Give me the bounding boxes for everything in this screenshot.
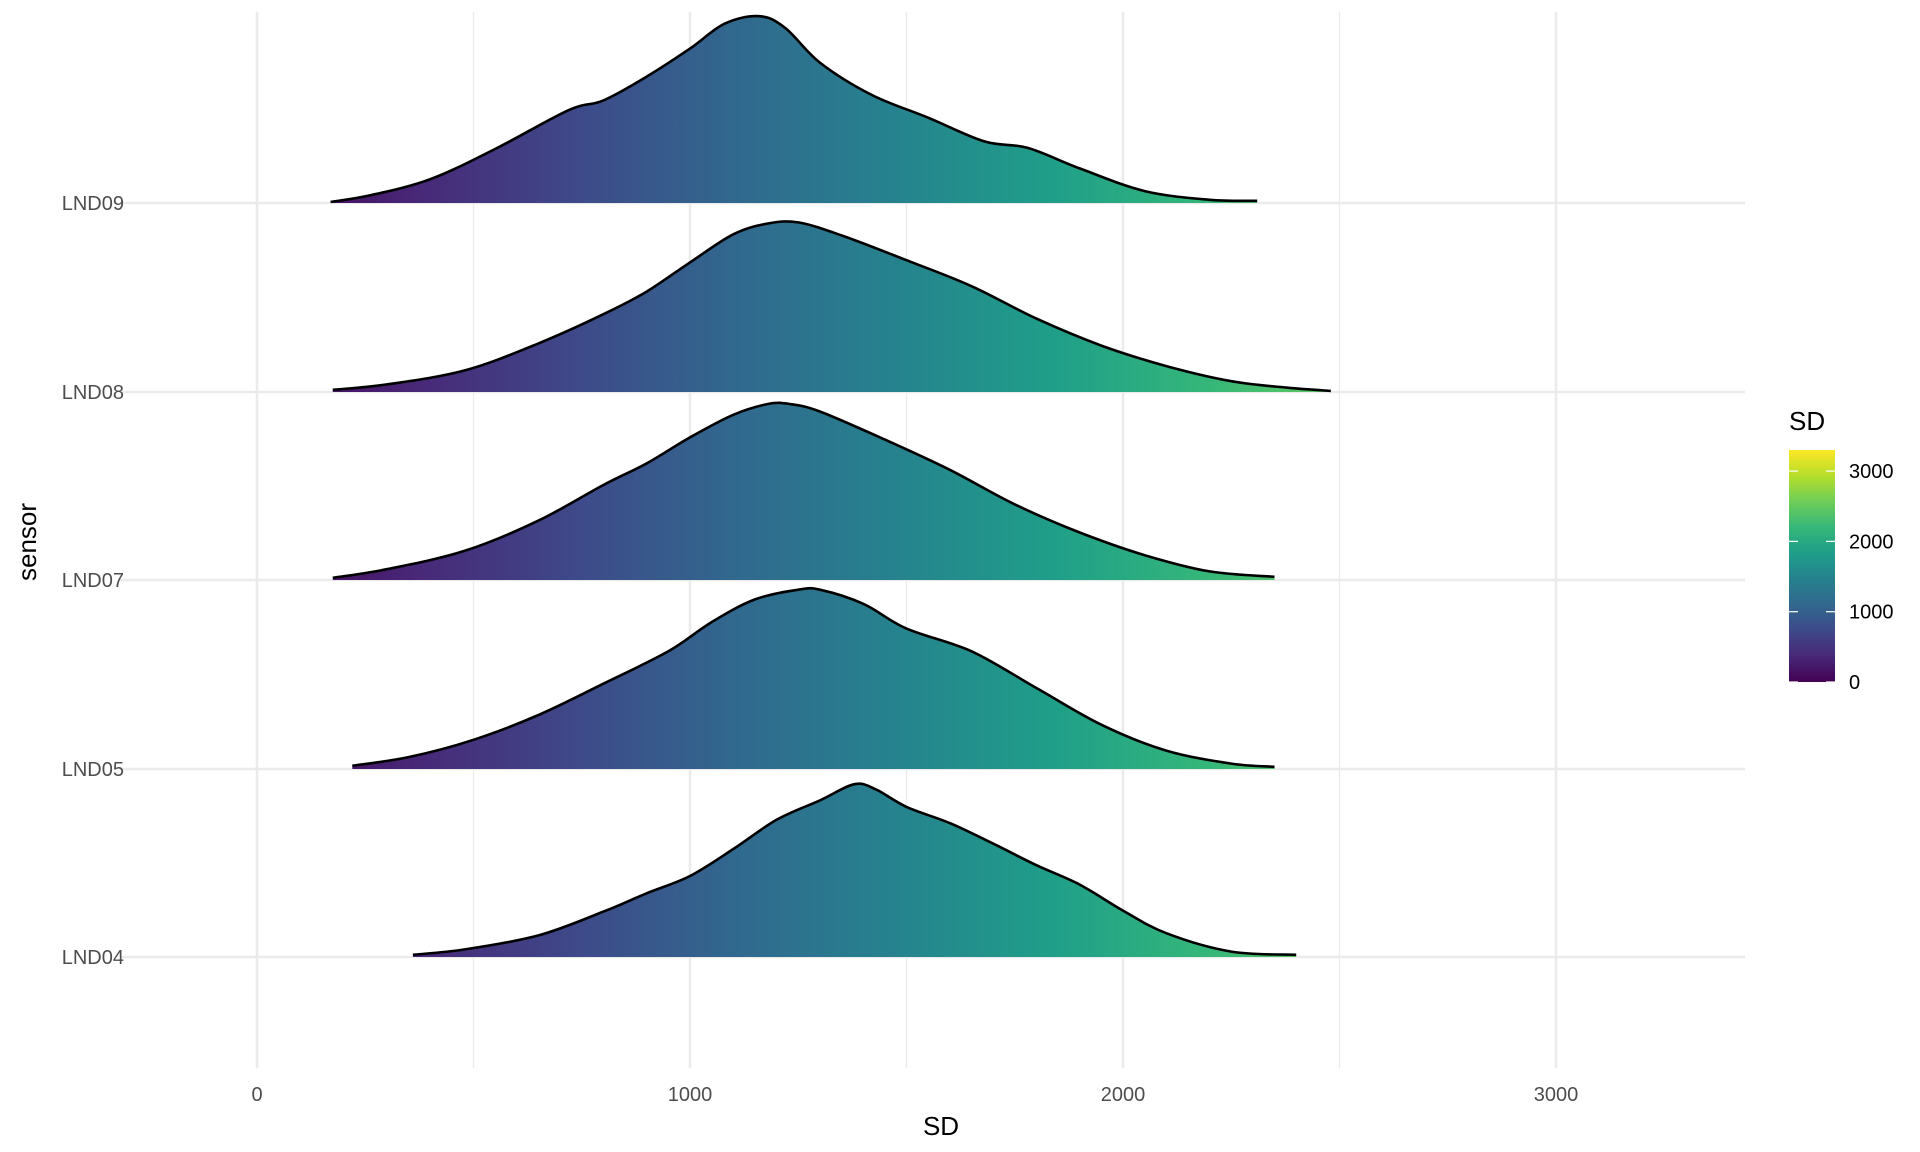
- colorbar-ticks: 0 1000 2000 3000: [1789, 461, 1894, 694]
- x-tick-label: 3000: [1534, 1084, 1579, 1106]
- ridge-outline: [412, 782, 1297, 957]
- ridge-area: [332, 402, 1275, 580]
- ridge-area: [412, 783, 1297, 957]
- x-tick-label: 2000: [1101, 1084, 1146, 1106]
- ridge-lnd04: [412, 782, 1297, 957]
- colorbar-tick-label: 0: [1849, 672, 1860, 694]
- colorbar-tick-label: 3000: [1849, 461, 1894, 483]
- x-axis-title: SD: [923, 1111, 959, 1141]
- y-tick-label: LND04: [62, 947, 124, 969]
- ridge-lnd05: [352, 586, 1275, 769]
- ridge-lnd07: [332, 401, 1275, 580]
- legend-title: SD: [1789, 406, 1825, 436]
- ridge-outline: [332, 401, 1275, 580]
- ridge-area: [330, 16, 1258, 204]
- ridge-area: [352, 588, 1275, 769]
- colorbar-legend: SD 0 1000 2000 3000: [1789, 406, 1894, 694]
- y-tick-label: LND09: [62, 193, 124, 215]
- y-tick-label: LND05: [62, 759, 124, 781]
- y-tick-labels: LND09 LND08 LND07 LND05 LND04: [62, 193, 124, 969]
- ridge-outline: [352, 586, 1275, 769]
- ridge-lnd09: [330, 14, 1258, 204]
- ridge-outline: [332, 220, 1331, 393]
- x-tick-label: 0: [251, 1084, 262, 1106]
- ridges: [330, 14, 1331, 957]
- x-tick-labels: 0 1000 2000 3000: [251, 1084, 1578, 1106]
- x-tick-label: 1000: [668, 1084, 713, 1106]
- ridge-area: [332, 221, 1331, 392]
- y-axis-title: sensor: [12, 503, 42, 581]
- ridge-lnd08: [332, 220, 1331, 393]
- colorbar-tick-label: 2000: [1849, 531, 1894, 553]
- ridge-outline: [330, 14, 1258, 204]
- y-tick-label: LND08: [62, 382, 124, 404]
- y-tick-label: LND07: [62, 570, 124, 592]
- colorbar: [1789, 450, 1835, 682]
- colorbar-tick-label: 1000: [1849, 602, 1894, 624]
